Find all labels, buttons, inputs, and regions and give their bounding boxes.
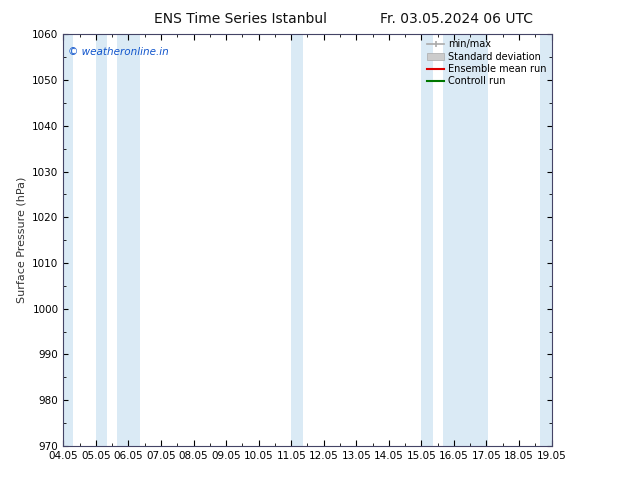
Bar bbox=[422, 34, 433, 446]
Text: ENS Time Series Istanbul: ENS Time Series Istanbul bbox=[155, 12, 327, 26]
Bar bbox=[540, 34, 561, 446]
Y-axis label: Surface Pressure (hPa): Surface Pressure (hPa) bbox=[16, 177, 27, 303]
Text: © weatheronline.in: © weatheronline.in bbox=[68, 47, 169, 57]
Bar bbox=[443, 34, 488, 446]
Bar bbox=[291, 34, 302, 446]
Bar bbox=[54, 34, 73, 446]
Legend: min/max, Standard deviation, Ensemble mean run, Controll run: min/max, Standard deviation, Ensemble me… bbox=[423, 35, 550, 90]
Bar bbox=[117, 34, 140, 446]
Text: Fr. 03.05.2024 06 UTC: Fr. 03.05.2024 06 UTC bbox=[380, 12, 533, 26]
Bar bbox=[96, 34, 107, 446]
